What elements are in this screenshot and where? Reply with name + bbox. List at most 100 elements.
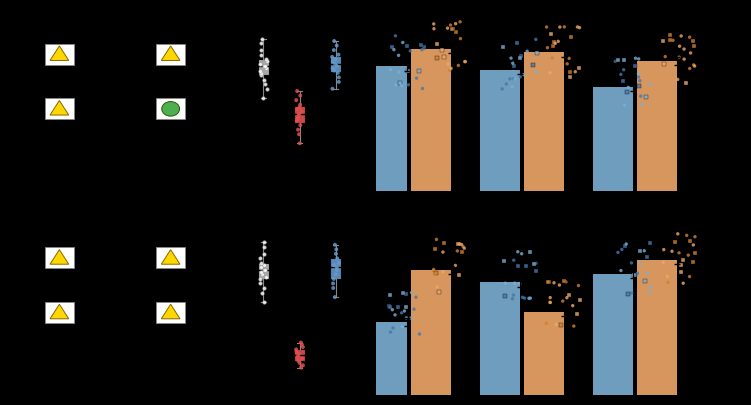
Point: [454, 19, 466, 26]
Point: [412, 68, 424, 75]
Point: [573, 66, 585, 72]
Point: [390, 34, 402, 40]
Point: [530, 70, 542, 76]
Point: [507, 61, 519, 67]
Point: [680, 232, 692, 239]
Point: [261, 59, 273, 66]
Point: [392, 305, 404, 311]
Point: [331, 64, 343, 70]
Point: [442, 62, 454, 68]
Point: [386, 307, 398, 313]
Point: [665, 32, 677, 39]
Point: [541, 45, 553, 52]
Point: [430, 271, 442, 278]
Polygon shape: [50, 305, 69, 319]
Point: [504, 77, 516, 83]
Point: [682, 252, 694, 259]
Point: [544, 70, 556, 77]
Point: [417, 86, 429, 92]
Point: [684, 238, 696, 245]
Point: [430, 246, 442, 253]
Point: [402, 43, 414, 50]
Point: [552, 39, 564, 45]
Point: [437, 249, 449, 256]
Point: [675, 262, 687, 268]
Point: [428, 21, 440, 28]
Point: [295, 339, 307, 346]
Point: [256, 290, 268, 296]
Polygon shape: [161, 305, 180, 319]
Point: [445, 23, 457, 29]
Point: [571, 311, 583, 317]
Point: [530, 268, 542, 274]
Point: [544, 299, 556, 306]
Point: [294, 102, 306, 109]
Point: [383, 303, 395, 309]
Point: [572, 25, 584, 31]
Point: [689, 234, 701, 241]
FancyBboxPatch shape: [45, 99, 74, 120]
Bar: [480, 283, 520, 395]
Point: [621, 90, 633, 96]
Point: [291, 349, 303, 355]
Point: [524, 249, 536, 255]
Point: [450, 30, 462, 36]
Point: [387, 325, 399, 331]
Point: [255, 269, 267, 276]
Point: [294, 141, 306, 147]
Point: [255, 68, 267, 75]
Point: [294, 93, 306, 100]
Bar: [524, 53, 564, 192]
Point: [673, 55, 685, 61]
Point: [327, 59, 339, 66]
Point: [329, 242, 341, 248]
Point: [622, 291, 634, 298]
FancyBboxPatch shape: [45, 45, 74, 66]
Point: [327, 48, 339, 54]
Point: [460, 59, 472, 66]
Point: [514, 55, 526, 62]
Point: [613, 58, 625, 64]
Point: [520, 263, 532, 270]
Point: [673, 250, 685, 256]
Point: [406, 290, 418, 296]
Point: [683, 35, 695, 41]
Point: [410, 294, 422, 301]
Point: [445, 66, 457, 72]
Polygon shape: [161, 250, 180, 264]
Point: [636, 102, 648, 109]
Point: [258, 262, 270, 269]
Point: [556, 298, 569, 305]
Point: [514, 75, 526, 81]
Point: [333, 79, 345, 86]
Point: [662, 273, 674, 280]
Point: [632, 75, 644, 81]
Point: [254, 281, 266, 287]
Point: [672, 231, 684, 237]
Point: [658, 247, 670, 253]
Point: [575, 297, 587, 303]
Bar: [593, 274, 633, 395]
Point: [677, 257, 689, 263]
Point: [523, 295, 535, 302]
Point: [563, 75, 575, 81]
Point: [528, 261, 540, 267]
Point: [688, 62, 700, 69]
Point: [630, 273, 642, 279]
Point: [294, 104, 306, 111]
Point: [332, 70, 344, 77]
Point: [454, 241, 466, 247]
FancyBboxPatch shape: [45, 302, 74, 323]
Point: [333, 260, 345, 266]
Point: [255, 48, 267, 54]
Point: [386, 45, 398, 51]
Point: [563, 292, 575, 298]
Point: [256, 36, 268, 43]
Point: [258, 64, 270, 70]
Point: [633, 84, 645, 90]
Point: [330, 251, 342, 258]
Point: [405, 315, 417, 322]
Point: [330, 43, 342, 50]
Point: [664, 38, 676, 45]
Point: [258, 77, 270, 84]
